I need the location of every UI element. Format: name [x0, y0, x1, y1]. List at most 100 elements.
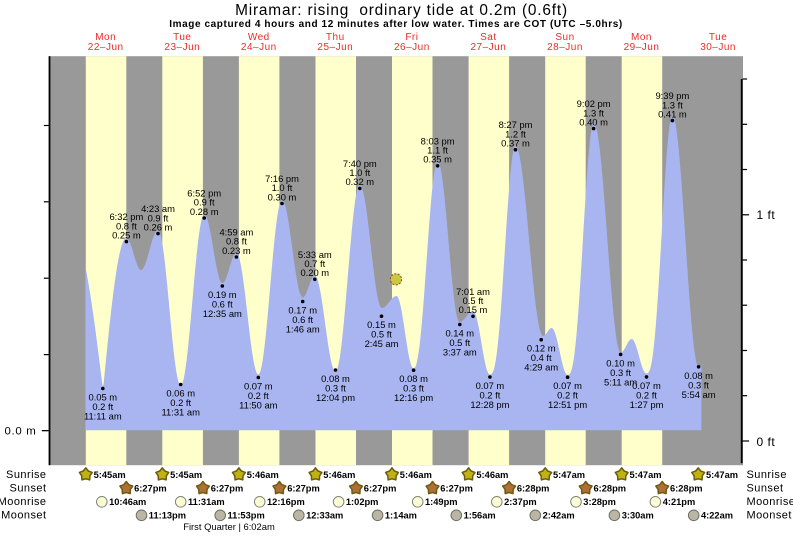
svg-text:Moonset: Moonset: [1, 510, 46, 522]
svg-text:0.3 ft: 0.3 ft: [325, 383, 346, 394]
svg-text:4:59 am: 4:59 am: [219, 227, 253, 238]
svg-text:0.35 m: 0.35 m: [423, 154, 452, 165]
svg-text:7:01 am: 7:01 am: [456, 286, 490, 297]
svg-text:28–Jun: 28–Jun: [547, 42, 583, 53]
svg-text:5:11 am: 5:11 am: [604, 376, 637, 387]
svg-text:8:03 pm: 8:03 pm: [421, 135, 455, 146]
svg-text:0.2 ft: 0.2 ft: [248, 390, 269, 401]
svg-text:10:46am: 10:46am: [109, 497, 146, 507]
svg-text:Mon: Mon: [95, 32, 116, 43]
svg-text:5:45am: 5:45am: [94, 470, 126, 480]
svg-text:Sat: Sat: [480, 32, 497, 43]
svg-text:1:46 am: 1:46 am: [286, 324, 320, 335]
svg-text:22–Jun: 22–Jun: [88, 42, 124, 53]
svg-text:0.23 m: 0.23 m: [222, 245, 251, 256]
svg-text:0.2 ft: 0.2 ft: [557, 390, 578, 401]
svg-text:1.0 ft: 1.0 ft: [272, 182, 293, 193]
svg-text:5:47am: 5:47am: [630, 470, 662, 480]
svg-text:24–Jun: 24–Jun: [241, 42, 277, 53]
svg-text:0.19 m: 0.19 m: [208, 289, 237, 300]
svg-text:11:11 am: 11:11 am: [84, 411, 122, 422]
svg-text:0.2 ft: 0.2 ft: [170, 397, 191, 408]
svg-text:4:21pm: 4:21pm: [663, 497, 696, 507]
svg-text:0.28 m: 0.28 m: [190, 206, 219, 217]
svg-text:12:04 pm: 12:04 pm: [316, 392, 355, 403]
svg-text:4:22am: 4:22am: [701, 511, 733, 521]
svg-text:5:47am: 5:47am: [706, 470, 738, 480]
svg-text:4:29 am: 4:29 am: [524, 362, 558, 373]
svg-text:Fri: Fri: [405, 32, 418, 43]
svg-text:9:02 pm: 9:02 pm: [577, 98, 611, 109]
svg-text:6:28pm: 6:28pm: [594, 484, 627, 494]
svg-text:11:50 am: 11:50 am: [239, 400, 278, 411]
svg-text:First Quarter | 6:02am: First Quarter | 6:02am: [183, 521, 275, 532]
svg-text:29–Jun: 29–Jun: [624, 42, 660, 53]
svg-text:5:46am: 5:46am: [247, 470, 279, 480]
svg-text:6:27pm: 6:27pm: [211, 484, 244, 494]
svg-text:1.0 ft: 1.0 ft: [349, 167, 370, 178]
svg-text:0.9 ft: 0.9 ft: [148, 212, 169, 223]
svg-text:0.7 ft: 0.7 ft: [304, 258, 325, 269]
svg-text:0.41 m: 0.41 m: [658, 108, 687, 119]
svg-text:0.8 ft: 0.8 ft: [116, 220, 137, 231]
svg-text:0.0 m: 0.0 m: [5, 426, 37, 438]
svg-text:0.9 ft: 0.9 ft: [194, 197, 215, 208]
svg-text:6:52 pm: 6:52 pm: [187, 188, 221, 199]
svg-text:4:23 am: 4:23 am: [141, 203, 175, 214]
svg-text:0.07 m: 0.07 m: [244, 381, 273, 392]
svg-text:5:54 am: 5:54 am: [682, 389, 716, 400]
svg-text:Moonrise: Moonrise: [747, 496, 793, 508]
svg-text:Wed: Wed: [248, 32, 270, 43]
svg-text:0.3 ft: 0.3 ft: [403, 383, 424, 394]
svg-text:0.08 m: 0.08 m: [399, 373, 428, 384]
svg-text:6:27pm: 6:27pm: [287, 484, 320, 494]
svg-text:0.2 ft: 0.2 ft: [92, 401, 113, 412]
svg-text:0.07 m: 0.07 m: [553, 380, 582, 391]
svg-text:3:28pm: 3:28pm: [583, 497, 616, 507]
svg-text:Sunrise: Sunrise: [6, 469, 46, 481]
svg-text:26–Jun: 26–Jun: [394, 42, 430, 53]
svg-text:0.07 m: 0.07 m: [632, 380, 661, 391]
svg-text:0.26 m: 0.26 m: [144, 221, 173, 232]
svg-text:3:37 am: 3:37 am: [443, 347, 477, 358]
svg-text:1:02pm: 1:02pm: [346, 497, 379, 507]
svg-text:1.3 ft: 1.3 ft: [662, 99, 683, 110]
svg-text:0.2 ft: 0.2 ft: [479, 390, 500, 401]
svg-text:0.15 m: 0.15 m: [367, 319, 396, 330]
svg-text:1 ft: 1 ft: [757, 208, 776, 222]
svg-text:6:28pm: 6:28pm: [670, 484, 703, 494]
svg-text:1:27 pm: 1:27 pm: [630, 399, 664, 410]
svg-text:5:46am: 5:46am: [400, 470, 432, 480]
svg-text:11:31am: 11:31am: [188, 497, 225, 507]
svg-text:0.14 m: 0.14 m: [445, 328, 474, 339]
svg-text:3:30am: 3:30am: [622, 511, 654, 521]
svg-text:8:27 pm: 8:27 pm: [499, 119, 533, 130]
svg-text:Image captured 4 hours and 12: Image captured 4 hours and 12 minutes af…: [169, 19, 623, 30]
svg-text:11:53pm: 11:53pm: [228, 511, 265, 521]
svg-text:Tue: Tue: [173, 32, 191, 43]
svg-text:0.6 ft: 0.6 ft: [292, 314, 313, 325]
svg-text:1:56am: 1:56am: [464, 511, 496, 521]
svg-text:0.37 m: 0.37 m: [501, 138, 530, 149]
svg-text:12:33am: 12:33am: [306, 511, 343, 521]
svg-text:6:27pm: 6:27pm: [440, 484, 473, 494]
svg-text:2:37pm: 2:37pm: [504, 497, 537, 507]
svg-text:5:46am: 5:46am: [476, 470, 508, 480]
svg-text:5:33 am: 5:33 am: [298, 249, 332, 260]
svg-text:Tue: Tue: [709, 32, 727, 43]
svg-text:5:46am: 5:46am: [323, 470, 355, 480]
svg-text:6:27pm: 6:27pm: [134, 484, 167, 494]
svg-text:0.25 m: 0.25 m: [112, 229, 141, 240]
svg-text:0.10 m: 0.10 m: [606, 357, 635, 368]
svg-text:6:27pm: 6:27pm: [364, 484, 397, 494]
svg-text:0.08 m: 0.08 m: [321, 373, 350, 384]
svg-text:Miramar: rising ordinary tide: Miramar: rising ordinary tide at 0.2m (0…: [235, 2, 568, 19]
svg-text:0.5 ft: 0.5 ft: [463, 295, 484, 306]
svg-text:12:51 pm: 12:51 pm: [548, 399, 587, 410]
svg-text:Moonrise: Moonrise: [0, 496, 47, 508]
svg-text:0.8 ft: 0.8 ft: [226, 236, 247, 247]
svg-text:30–Jun: 30–Jun: [700, 42, 736, 53]
svg-text:6:28pm: 6:28pm: [517, 484, 550, 494]
svg-text:1.2 ft: 1.2 ft: [505, 128, 526, 139]
svg-text:0.17 m: 0.17 m: [288, 305, 317, 316]
